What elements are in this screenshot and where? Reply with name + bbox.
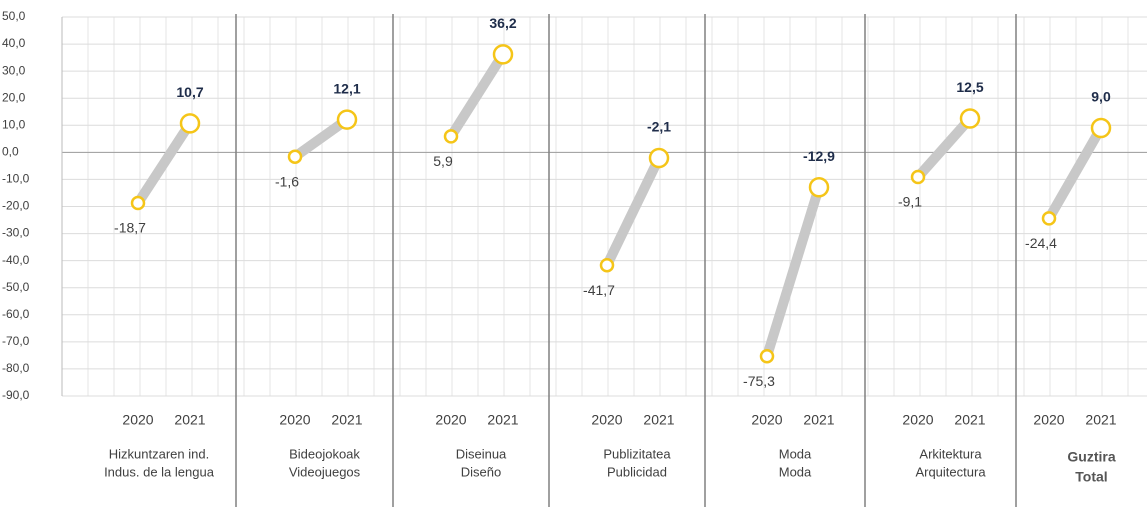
marker bbox=[1090, 117, 1112, 139]
slope-line bbox=[133, 120, 195, 206]
slope-line bbox=[762, 185, 824, 358]
marker bbox=[130, 195, 146, 211]
group-label: Hizkuntzaren ind. bbox=[109, 446, 209, 461]
group-label: Indus. de la lengua bbox=[104, 464, 215, 479]
value-label-2021: 10,7 bbox=[176, 84, 203, 100]
group-label: Arquitectura bbox=[915, 464, 986, 479]
x-tick-label: 2021 bbox=[487, 412, 518, 428]
x-tick-label: 2020 bbox=[591, 412, 622, 428]
marker bbox=[759, 348, 775, 364]
y-tick-label: -50,0 bbox=[2, 280, 30, 294]
group-label: Diseinua bbox=[456, 446, 507, 461]
value-label-2021: 12,1 bbox=[333, 80, 360, 96]
slope-line bbox=[1044, 125, 1106, 221]
slope-line bbox=[292, 115, 350, 161]
group-label: Videojuegos bbox=[289, 464, 361, 479]
x-tick-label: 2021 bbox=[1085, 412, 1116, 428]
marker bbox=[808, 177, 830, 198]
slope-line bbox=[602, 155, 664, 268]
value-label-2020: -24,4 bbox=[1025, 235, 1057, 251]
marker bbox=[648, 147, 670, 169]
y-tick-label: -90,0 bbox=[2, 388, 30, 402]
x-tick-label: 2020 bbox=[902, 412, 933, 428]
x-tick-label: 2020 bbox=[122, 412, 153, 428]
marker bbox=[179, 113, 201, 134]
value-label-2021: 36,2 bbox=[489, 15, 516, 31]
value-label-2021: -12,9 bbox=[803, 148, 835, 164]
value-label-2020: -18,7 bbox=[114, 220, 146, 236]
marker bbox=[910, 169, 926, 185]
y-tick-label: 10,0 bbox=[2, 117, 26, 131]
x-tick-label: 2020 bbox=[751, 412, 782, 428]
y-tick-label: -30,0 bbox=[2, 226, 30, 240]
x-tick-label: 2020 bbox=[279, 412, 310, 428]
marker bbox=[492, 44, 514, 65]
group-label: Publizitatea bbox=[603, 446, 671, 461]
marker bbox=[287, 149, 303, 164]
group-label: Arkitektura bbox=[919, 446, 982, 461]
x-tick-label: 2020 bbox=[435, 412, 466, 428]
group-label: Moda bbox=[779, 446, 812, 461]
group-label: Guztira bbox=[1067, 449, 1115, 465]
x-tick-label: 2021 bbox=[954, 412, 985, 428]
group-label: Publicidad bbox=[607, 464, 667, 479]
marker bbox=[1041, 211, 1057, 226]
group-label: Bideojokoak bbox=[289, 446, 360, 461]
marker bbox=[336, 109, 358, 130]
group-label: Diseño bbox=[461, 464, 501, 479]
value-label-2020: 5,9 bbox=[433, 153, 453, 169]
y-tick-label: 20,0 bbox=[2, 90, 26, 104]
x-tick-label: 2021 bbox=[643, 412, 674, 428]
value-label-2020: -41,7 bbox=[583, 282, 615, 298]
marker bbox=[959, 108, 981, 129]
value-label-2020: -75,3 bbox=[743, 373, 775, 389]
value-label-2021: 12,5 bbox=[956, 79, 983, 95]
value-label-2021: 9,0 bbox=[1091, 89, 1111, 105]
y-tick-label: 50,0 bbox=[2, 9, 26, 23]
x-tick-label: 2021 bbox=[174, 412, 205, 428]
y-tick-label: -60,0 bbox=[2, 307, 30, 321]
y-tick-label: -70,0 bbox=[2, 334, 30, 348]
y-tick-label: 0,0 bbox=[2, 145, 19, 159]
value-label-2020: -9,1 bbox=[898, 194, 922, 210]
x-tick-label: 2020 bbox=[1033, 412, 1064, 428]
slope-line bbox=[914, 115, 974, 181]
value-label-2021: -2,1 bbox=[647, 119, 671, 135]
y-tick-label: -10,0 bbox=[2, 172, 30, 186]
y-tick-label: -40,0 bbox=[2, 253, 30, 267]
marker bbox=[599, 257, 615, 273]
y-tick-label: 40,0 bbox=[2, 36, 26, 50]
x-tick-label: 2021 bbox=[803, 412, 834, 428]
y-tick-label: -80,0 bbox=[2, 361, 30, 375]
slope-line bbox=[446, 51, 508, 140]
marker bbox=[443, 129, 459, 144]
value-label-2020: -1,6 bbox=[275, 173, 299, 189]
group-label: Moda bbox=[779, 464, 812, 479]
y-tick-label: 30,0 bbox=[2, 63, 26, 77]
x-tick-label: 2021 bbox=[331, 412, 362, 428]
group-label: Total bbox=[1075, 469, 1107, 485]
y-tick-label: -20,0 bbox=[2, 199, 30, 213]
